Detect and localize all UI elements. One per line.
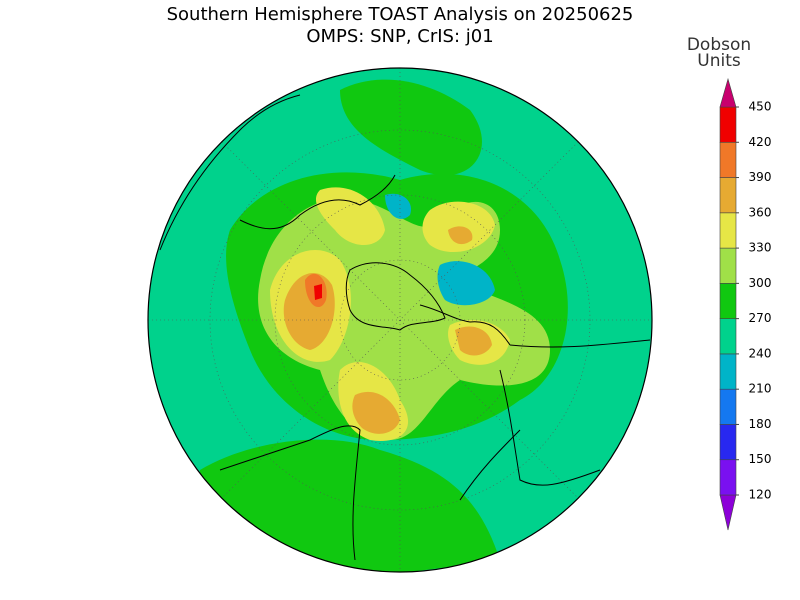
coastlines <box>159 94 651 561</box>
map <box>147 67 653 573</box>
colorbar-label: Units <box>697 51 741 71</box>
colorbar-segment <box>719 141 737 178</box>
colorbar-tick-label: 360 <box>749 205 772 219</box>
colorbar-segment <box>719 177 737 214</box>
colorbar-segment <box>719 283 737 319</box>
map-border <box>147 67 653 573</box>
colorbar-segment <box>719 424 737 461</box>
colorbar: 120 150 180 210 240 270 300 330 360 390 420 450 <box>719 77 772 531</box>
colorbar-segment <box>719 106 737 143</box>
colorbar-segment <box>719 212 737 249</box>
colorbar-tick-label: 120 <box>749 488 772 502</box>
colorbar-tick-label: 420 <box>749 135 772 149</box>
colorbar-tick-label: 330 <box>749 241 772 255</box>
colorbar-tick-label: 390 <box>749 170 772 184</box>
colorbar-tick-label: 240 <box>749 346 772 360</box>
colorbar-segment <box>719 247 737 284</box>
colorbar-tick-label: 210 <box>749 382 772 396</box>
title-line: Southern Hemisphere TOAST Analysis on 20… <box>167 4 634 25</box>
graticule <box>148 68 652 572</box>
colorbar-extend-high <box>719 77 737 108</box>
colorbar-segment <box>719 459 737 496</box>
colorbar-tick-label: 450 <box>749 100 772 114</box>
colorbar-label: Dobson <box>687 35 751 55</box>
colorbar-segment <box>719 318 737 355</box>
colorbar-tick-label: 300 <box>749 276 772 290</box>
colorbar-tick-label: 180 <box>749 417 772 431</box>
colorbar-tick-label: 270 <box>749 311 772 325</box>
colorbar-extend-low <box>719 494 737 531</box>
colorbar-segment <box>719 388 737 425</box>
subtitle-line: OMPS: SNP, CrIS: j01 <box>306 26 493 47</box>
colorbar-tick-label: 150 <box>749 452 772 466</box>
colorbar-segment <box>719 353 737 390</box>
